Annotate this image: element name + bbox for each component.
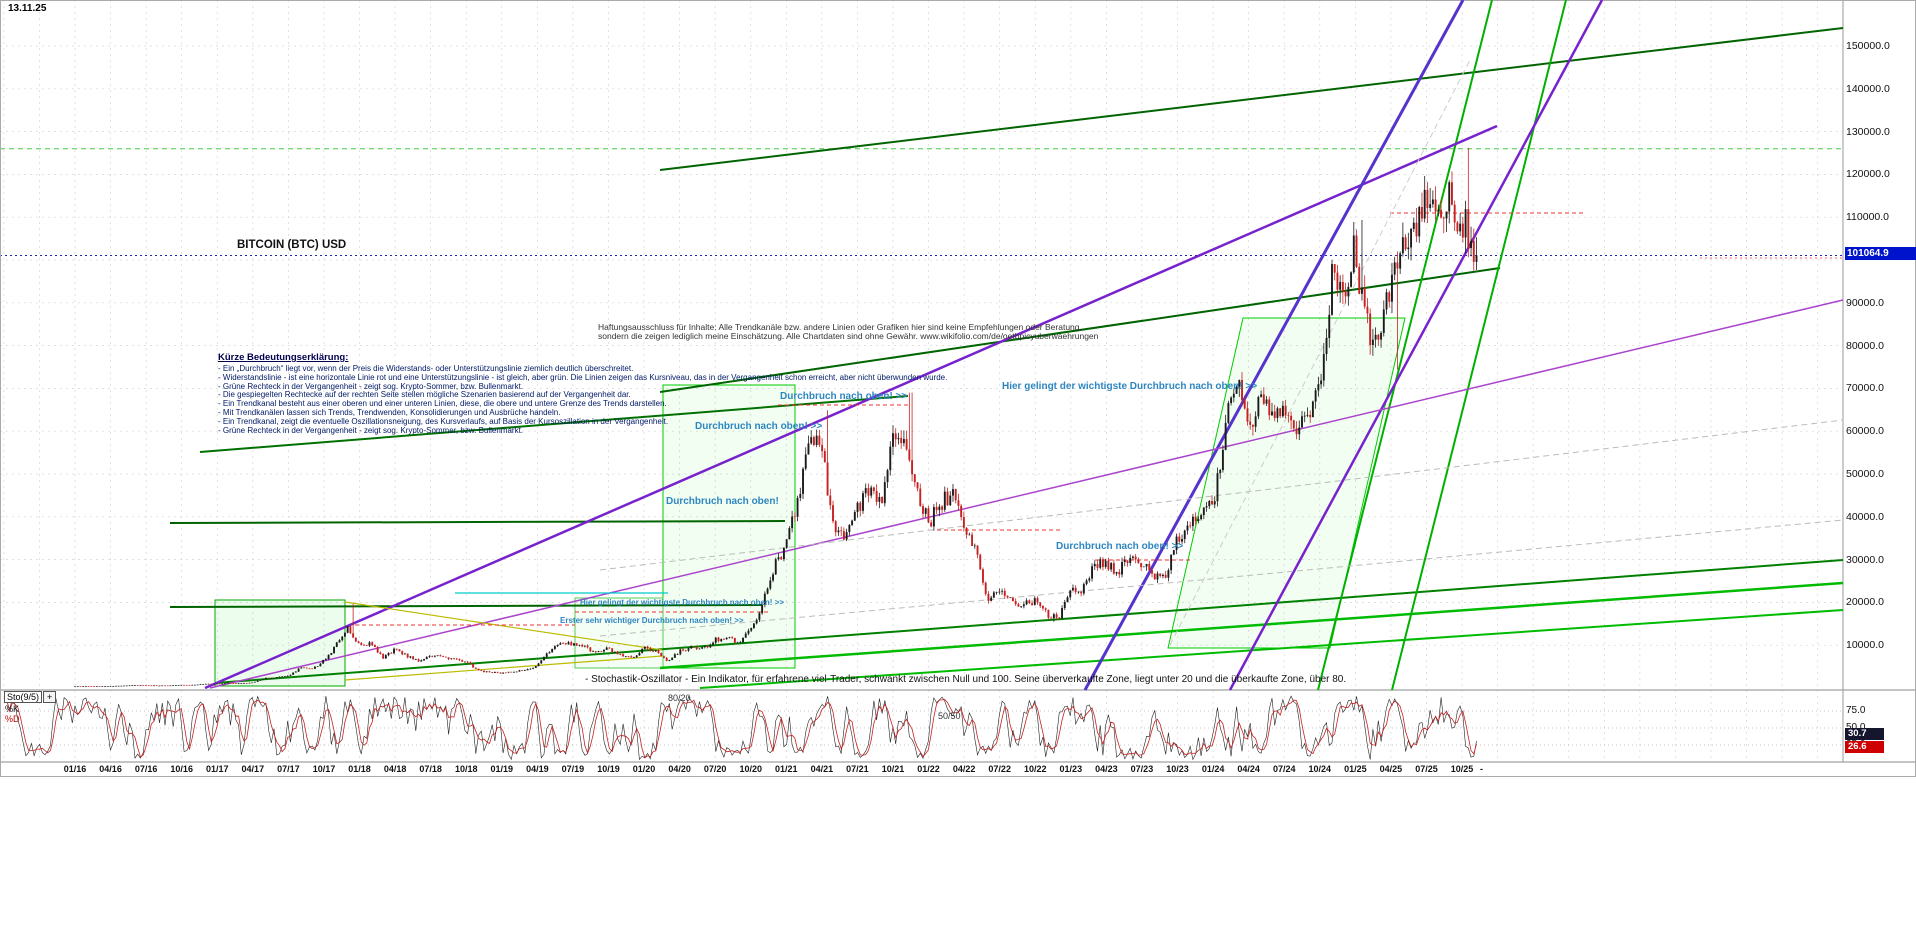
legend-line: - Ein „Durchbruch“ liegt vor, wenn der P… (218, 364, 634, 373)
x-tick-label: 01/21 (775, 764, 798, 774)
breakout-annotation: Erster sehr wichtiger Durchbruch nach ob… (560, 616, 744, 625)
y-tick-label: 70000.0 (1846, 382, 1884, 395)
y-tick-label: 140000.0 (1846, 82, 1890, 95)
x-tick-label: 04/21 (810, 764, 834, 774)
x-tick-label: 01/20 (632, 764, 656, 774)
oscillator-zone-label: 80/20 (668, 693, 691, 703)
stochastic-d-value-badge: 26.6 (1845, 741, 1884, 753)
x-tick-label: 10/18 (454, 764, 478, 774)
x-tick-label: 07/21 (846, 764, 869, 774)
y-tick-label: 130000.0 (1846, 125, 1890, 138)
x-tick-label: 04/23 (1095, 764, 1118, 774)
x-tick-label: 07/18 (419, 764, 442, 774)
x-tick-label: 10/20 (739, 764, 762, 774)
x-tick-label: 07/22 (988, 764, 1011, 774)
stochastic-k-value-badge: 30.7 (1845, 728, 1884, 740)
disclaimer-line1: Haftungsausschluss für Inhalte: Alle Tre… (598, 322, 1082, 332)
x-tick-label: 04/18 (383, 764, 407, 774)
x-tick-label: 10/25 (1450, 764, 1474, 774)
breakout-annotation: Durchbruch nach oben! >> (780, 391, 908, 402)
y-tick-label: 110000.0 (1846, 211, 1890, 224)
x-tick-label: 01/19 (490, 764, 514, 774)
x-tick-label: 07/17 (277, 764, 300, 774)
legend-lines: - Ein „Durchbruch“ liegt vor, wenn der P… (218, 364, 948, 435)
breakout-annotation: Hier gelingt der wichtigste Durchbruch n… (1002, 381, 1258, 392)
x-tick-label: 01/18 (348, 764, 371, 774)
legend-line: - Ein Trendkanal besteht aus einer obere… (218, 399, 667, 409)
x-tick-label: 01/24 (1201, 764, 1225, 774)
x-axis-end-label: - (1480, 764, 1483, 774)
x-tick-label: 07/25 (1415, 764, 1438, 774)
legend-line: - Mit Trendkanälen lassen sich Trends, T… (218, 407, 561, 417)
breakout-annotation: Durchbruch nach oben! >> (1056, 541, 1184, 552)
x-axis: 01/16 04/16 07/16 10/16 01/17 04/17 07/17 10/17… (0, 764, 1916, 778)
current-price-badge: 101064.9 (1845, 247, 1916, 260)
x-tick-label: 04/22 (952, 764, 976, 774)
x-tick-label: 10/22 (1023, 764, 1047, 774)
legend-line: - Ein Trendkanal, zeigt die eventuelle O… (218, 416, 669, 426)
x-tick-label: 07/19 (561, 764, 585, 774)
oscillator-tick-label: 50.0 (1846, 722, 1865, 733)
x-tick-label: 01/22 (917, 764, 940, 774)
y-axis: 150000.0 140000.0 130000.0 120000.0 110000.0… (1843, 0, 1915, 948)
x-tick-label: 07/16 (134, 764, 158, 774)
oscillator-zone-label: 50/50 (938, 711, 961, 721)
stochastic-k-label: %K (5, 704, 20, 714)
x-tick-label: 10/24 (1308, 764, 1332, 774)
x-tick-label: 10/23 (1166, 764, 1189, 774)
x-tick-label: 04/24 (1237, 764, 1260, 774)
breakout-annotation: Durchbruch nach oben! >> (695, 421, 823, 432)
y-tick-label: 40000.0 (1846, 510, 1884, 523)
x-tick-label: 10/16 (170, 764, 193, 774)
disclaimer-line2: sondern die zeigen lediglich meine Einsc… (598, 331, 1099, 341)
y-tick-label: 90000.0 (1846, 296, 1884, 309)
y-tick-label: 10000.0 (1846, 639, 1884, 652)
x-tick-label: 01/16 (63, 764, 87, 774)
x-tick-label: 01/25 (1344, 764, 1367, 774)
legend-line: - Grüne Rechteck in der Vergangenheit - … (218, 381, 524, 391)
legend-line: - Die gespiegelten Rechtecke auf der rec… (218, 390, 631, 400)
y-tick-label: 80000.0 (1846, 339, 1884, 352)
legend-line: - Grüne Rechteck in der Vergangenheit - … (218, 425, 524, 435)
x-tick-label: 01/17 (205, 764, 229, 774)
y-tick-label: 60000.0 (1846, 425, 1884, 438)
legend-title: Kürze Bedeutungserklärung: (218, 352, 349, 363)
stochastic-d-label: %D (5, 714, 20, 724)
breakout-annotation: Durchbruch nach oben! (666, 496, 779, 507)
x-tick-label: 10/19 (597, 764, 620, 774)
y-tick-label: 50000.0 (1846, 468, 1884, 480)
x-tick-label: 01/23 (1059, 764, 1083, 774)
x-tick-label: 04/25 (1379, 764, 1403, 774)
y-tick-label: 120000.0 (1846, 168, 1890, 181)
x-tick-label: 04/20 (668, 764, 691, 774)
oscillator-note: - Stochastik-Oszillator - Ein Indikator,… (585, 674, 1347, 685)
breakout-annotation: Hier gelingt der wichtigste Durchbruch n… (580, 598, 785, 607)
oscillator-add-button[interactable]: + (43, 691, 57, 703)
chart-title: BITCOIN (BTC) USD (237, 239, 347, 251)
x-tick-label: 10/17 (312, 764, 336, 774)
x-tick-label: 04/16 (99, 764, 122, 774)
x-tick-label: 07/24 (1272, 764, 1296, 774)
x-tick-label: 04/19 (526, 764, 549, 774)
y-tick-label: 30000.0 (1846, 553, 1884, 566)
oscillator-tick-label: 75.0 (1846, 705, 1866, 716)
y-tick-label: 150000.0 (1846, 40, 1890, 52)
oscillator-name-label: Sto(9/5) (4, 691, 43, 703)
x-tick-label: 07/20 (703, 764, 727, 774)
date-label: 13.11.25 (8, 3, 47, 14)
x-tick-label: 10/21 (881, 764, 905, 774)
x-tick-label: 04/17 (241, 764, 265, 774)
oscillator-header: Sto(9/5) + (4, 691, 57, 703)
x-tick-label: 07/23 (1130, 764, 1154, 774)
legend-line: - Widerstandslinie - ist eine horizontal… (218, 372, 948, 382)
y-tick-label: 20000.0 (1846, 596, 1884, 609)
